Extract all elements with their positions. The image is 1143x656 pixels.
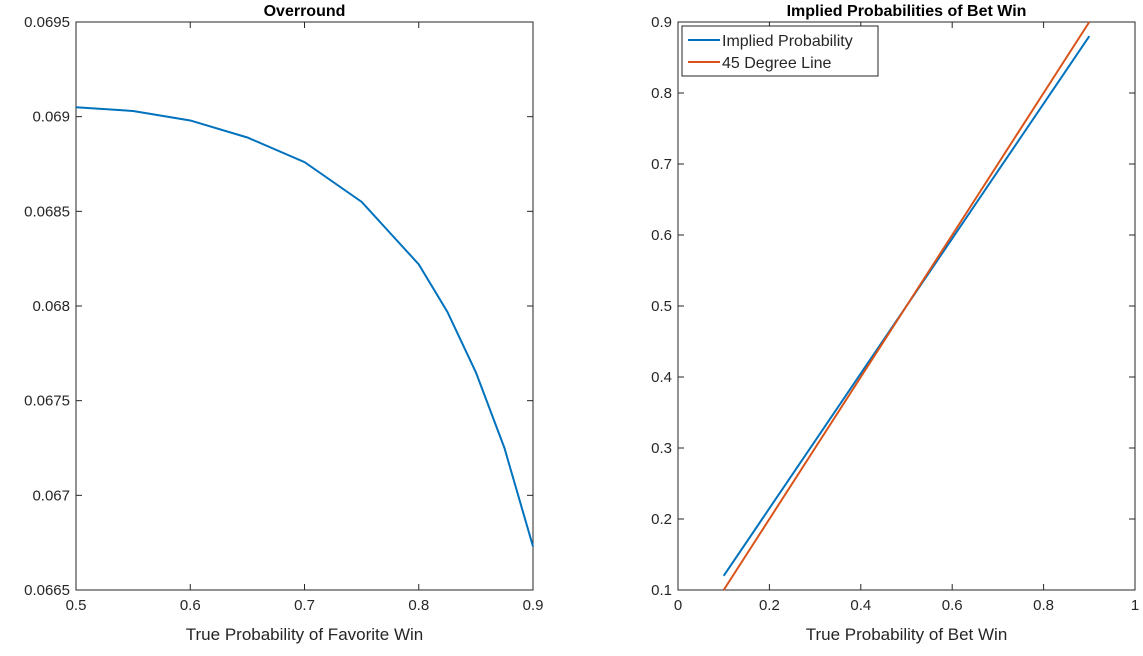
y-tick-label: 0.067	[32, 487, 70, 504]
x-tick-label: 0.4	[850, 597, 871, 614]
y-tick-label: 0.5	[651, 298, 672, 315]
y-tick-label: 0.068	[32, 298, 70, 315]
legend-label: Implied Probability	[722, 33, 853, 50]
y-tick-label: 0.7	[651, 156, 672, 173]
data-line	[75, 106, 534, 547]
y-tick-label: 0.9	[651, 14, 672, 31]
x-tick-label: 0.9	[523, 597, 544, 614]
y-tick-label: 0.4	[651, 369, 672, 386]
x-tick-label: 0.5	[66, 597, 87, 614]
x-tick-label: 0.2	[759, 597, 780, 614]
x-tick-label: 0.7	[294, 597, 315, 614]
x-axis-label: True Probability of Bet Win	[806, 625, 1008, 644]
legend-box	[681, 25, 879, 77]
y-tick-label: 0.0695	[24, 14, 70, 31]
x-tick-label: 0	[674, 597, 682, 614]
x-axis-label: True Probability of Favorite Win	[186, 625, 423, 644]
y-tick-label: 0.2	[651, 511, 672, 528]
y-tick-label: 0.0675	[24, 393, 70, 410]
chart-title: Implied Probabilities of Bet Win	[787, 3, 1027, 20]
y-tick-label: 0.8	[651, 85, 672, 102]
x-tick-label: 1	[1131, 597, 1139, 614]
chart-title: Overround	[264, 3, 346, 20]
x-tick-label: 0.8	[1033, 597, 1054, 614]
data-line	[722, 21, 1091, 591]
y-tick-label: 0.0685	[24, 203, 70, 220]
x-tick-label: 0.8	[408, 597, 429, 614]
y-tick-label: 0.3	[651, 440, 672, 457]
x-tick-label: 0.6	[942, 597, 963, 614]
y-tick-label: 0.6	[651, 227, 672, 244]
legend-label: 45 Degree Line	[722, 55, 832, 72]
axes-box	[75, 21, 534, 591]
y-tick-label: 0.069	[32, 109, 70, 126]
y-tick-label: 0.1	[651, 582, 672, 599]
x-tick-label: 0.6	[180, 597, 201, 614]
y-tick-label: 0.0665	[24, 582, 70, 599]
